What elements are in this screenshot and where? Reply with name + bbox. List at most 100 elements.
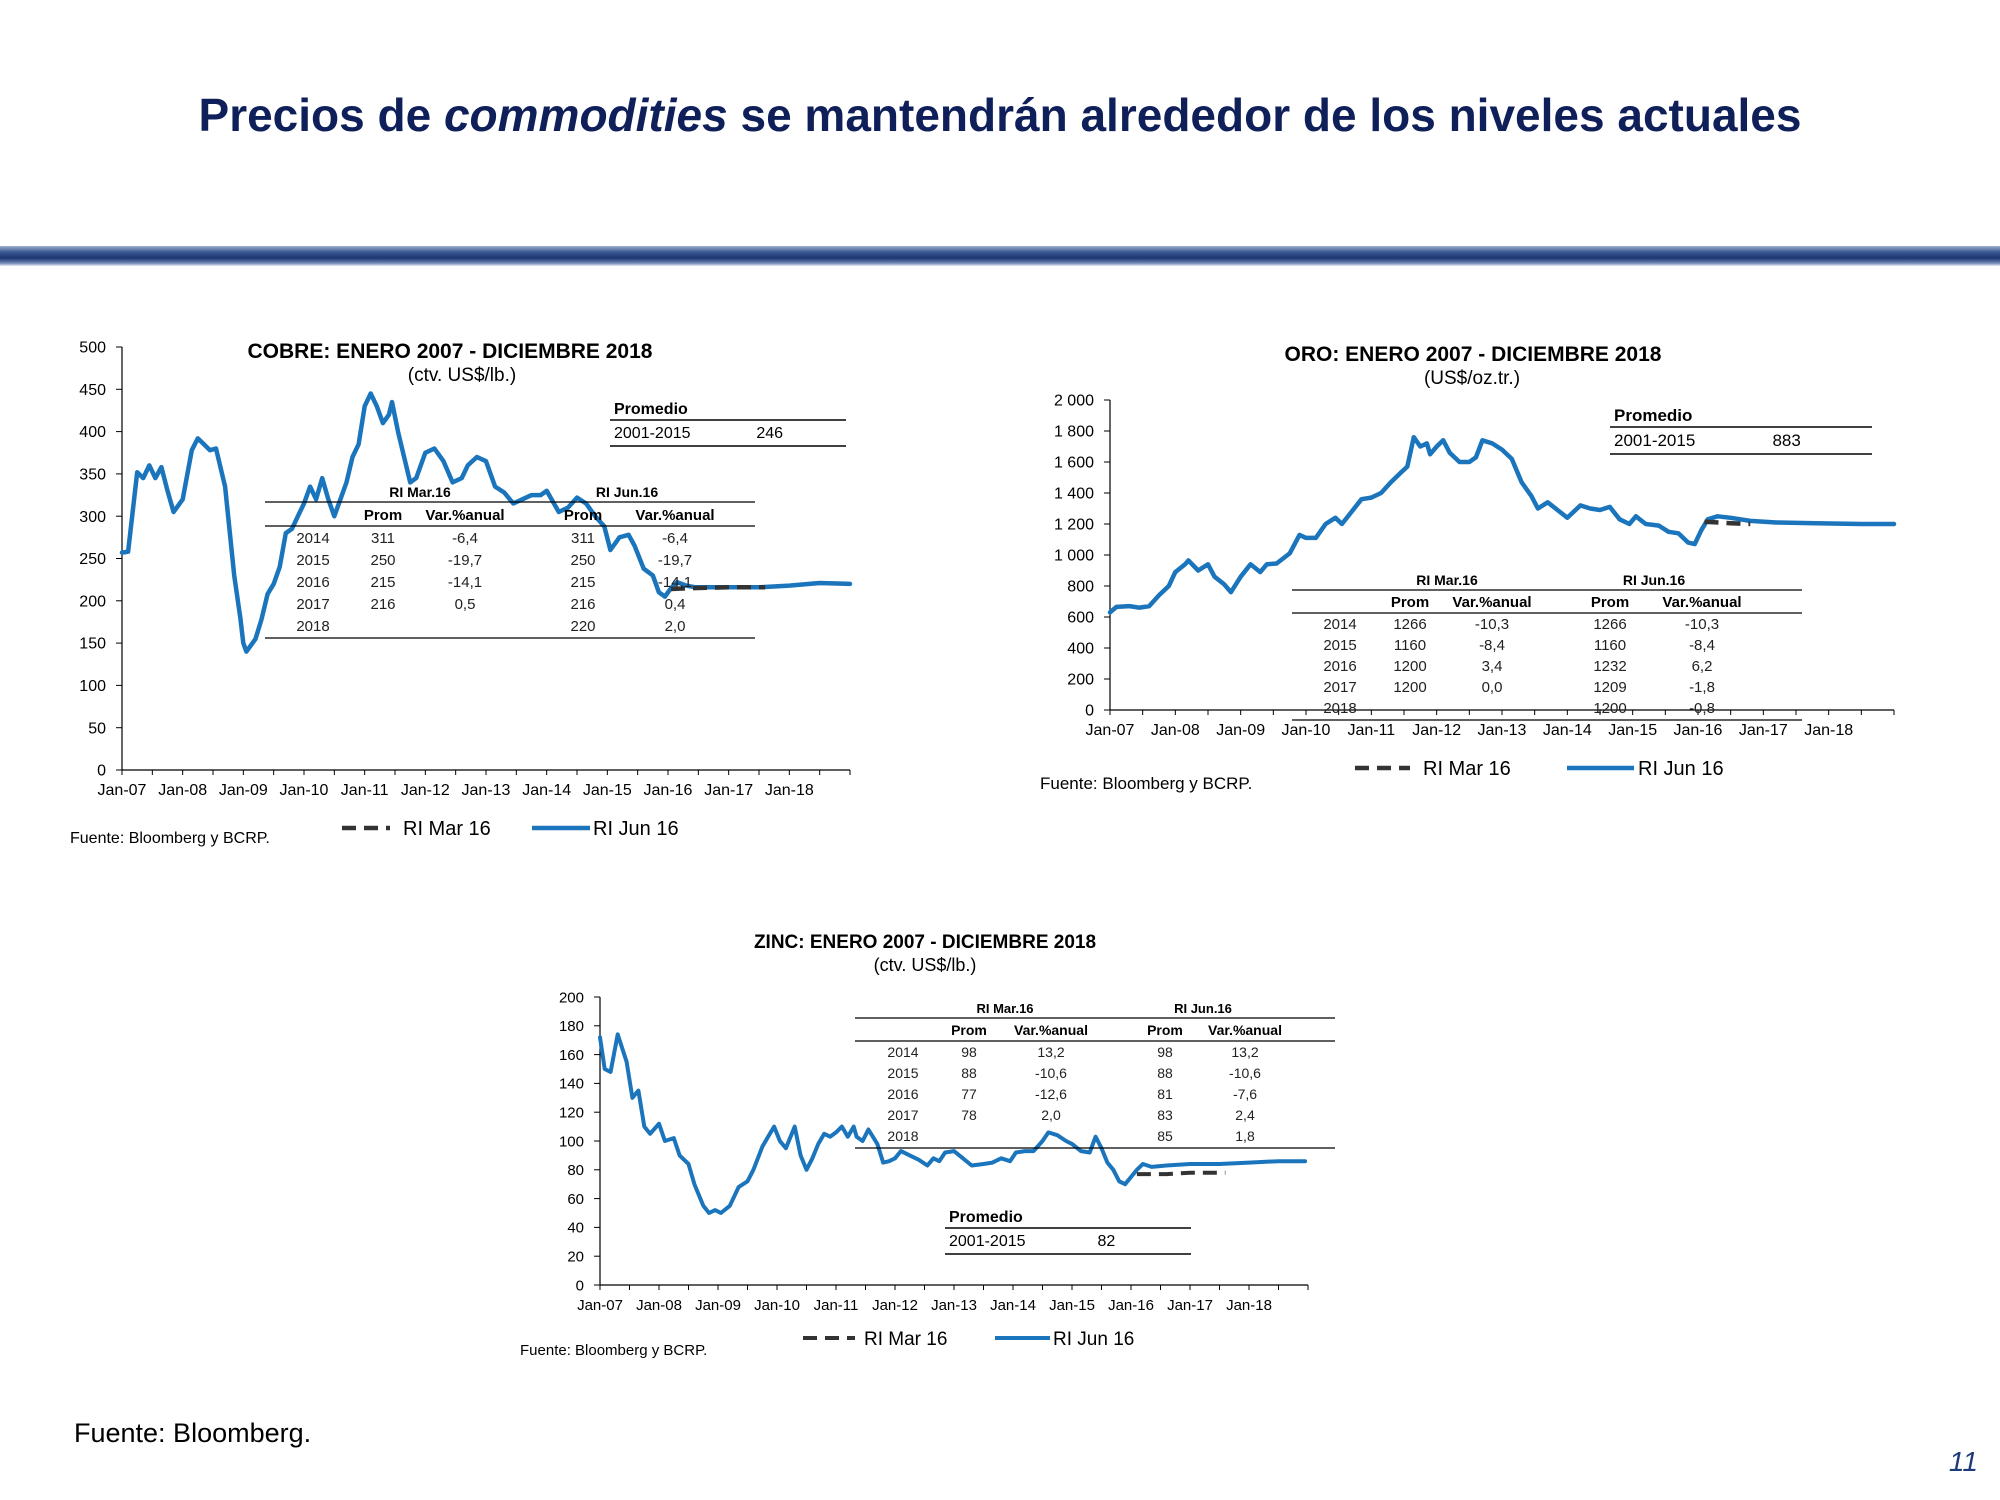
table-cell: 215 (370, 574, 395, 591)
y-tick-label: 400 (1067, 641, 1094, 658)
y-tick-label: 20 (567, 1248, 584, 1265)
x-tick-label: Jan-16 (644, 782, 693, 799)
table-column-header: Var.%anual (425, 507, 504, 524)
series-line-ri-jun-16 (119, 391, 853, 654)
y-tick-label: 0 (576, 1277, 584, 1294)
zinc-chart: ZINC: ENERO 2007 - DICIEMBRE 2018(ctv. U… (520, 932, 1335, 1359)
table-cell: 2018 (1323, 700, 1356, 717)
x-tick-label: Jan-09 (695, 1297, 741, 1314)
x-tick-label: Jan-16 (1108, 1297, 1154, 1314)
y-tick-label: 250 (79, 551, 106, 568)
y-tick-label: 2 000 (1054, 393, 1094, 410)
table-group-header: RI Jun.16 (596, 484, 658, 500)
y-tick-label: 400 (79, 424, 106, 441)
x-tick-label: Jan-12 (872, 1297, 918, 1314)
x-tick-label: Jan-10 (1282, 722, 1331, 739)
legend-label-ri-mar-16: RI Mar 16 (864, 1329, 947, 1350)
table-cell: 2017 (296, 596, 329, 613)
table-cell: 2014 (1323, 616, 1356, 633)
x-tick-label: Jan-10 (280, 782, 329, 799)
table-cell: 1266 (1393, 616, 1426, 633)
table-cell: 81 (1157, 1086, 1173, 1102)
y-tick-label: 350 (79, 467, 106, 484)
chart-source: Fuente: Bloomberg y BCRP. (70, 830, 270, 847)
legend-label-ri-mar-16: RI Mar 16 (403, 818, 491, 840)
x-tick-label: Jan-16 (1674, 722, 1723, 739)
table-cell: -10,6 (1035, 1065, 1067, 1081)
table-cell: 1200 (1393, 658, 1426, 675)
y-tick-label: 100 (79, 678, 106, 695)
x-tick-label: Jan-17 (704, 782, 753, 799)
x-tick-label: Jan-18 (765, 782, 814, 799)
promedio-value: 246 (756, 425, 783, 442)
series-line-ri-jun-16 (598, 1032, 1308, 1215)
series-line-ri-mar-16 (1136, 1170, 1226, 1177)
x-tick-label: Jan-14 (522, 782, 571, 799)
y-tick-label: 60 (567, 1191, 584, 1208)
y-tick-label: 500 (79, 340, 106, 357)
y-tick-label: 180 (559, 1018, 584, 1035)
x-tick-label: Jan-15 (583, 782, 632, 799)
table-cell: 6,2 (1692, 658, 1713, 675)
x-tick-label: Jan-17 (1739, 722, 1788, 739)
table-cell: -12,6 (1035, 1086, 1067, 1102)
table-cell: 88 (961, 1065, 977, 1081)
table-cell: 2,0 (1041, 1107, 1061, 1123)
table-column-header: Prom (1147, 1022, 1183, 1038)
gold-chart: ORO: ENERO 2007 - DICIEMBRE 2018(US$/oz.… (1040, 343, 1897, 793)
table-group-header: RI Mar.16 (1416, 572, 1478, 588)
page-number: 11 (1948, 1446, 1978, 1477)
table-cell: 2016 (1323, 658, 1356, 675)
table-column-header: Var.%anual (635, 507, 714, 524)
table-column-header: Var.%anual (1662, 594, 1741, 611)
table-cell: 13,2 (1231, 1044, 1258, 1060)
table-column-header: Prom (951, 1022, 987, 1038)
table-cell: -8,4 (1689, 637, 1715, 654)
x-tick-label: Jan-13 (931, 1297, 977, 1314)
table-group-header: RI Jun.16 (1623, 572, 1685, 588)
table-cell: 215 (570, 574, 595, 591)
table-column-header: Var.%anual (1208, 1022, 1282, 1038)
chart-source: Fuente: Bloomberg y BCRP. (1040, 774, 1252, 793)
table-cell: -1,8 (1689, 679, 1715, 696)
table-cell: 2014 (887, 1044, 918, 1060)
x-tick-label: Jan-10 (754, 1297, 800, 1314)
table-cell: 1160 (1394, 637, 1426, 654)
y-tick-label: 40 (567, 1220, 584, 1237)
y-tick-label: 120 (559, 1104, 584, 1121)
table-cell: 1266 (1593, 616, 1626, 633)
promedio-period: 2001-2015 (1614, 431, 1695, 450)
series-line-ri-mar-16 (1704, 519, 1751, 527)
x-tick-label: Jan-15 (1608, 722, 1657, 739)
series-line-ri-jun-16 (1107, 434, 1897, 615)
x-tick-label: Jan-08 (1151, 722, 1200, 739)
chart-subtitle: (ctv. US$/lb.) (408, 365, 516, 386)
table-cell: 0,5 (455, 596, 476, 613)
y-tick-label: 150 (79, 636, 106, 653)
table-column-header: Var.%anual (1452, 594, 1531, 611)
table-cell: 83 (1157, 1107, 1173, 1123)
table-cell: -6,4 (452, 530, 478, 547)
y-tick-label: 1 600 (1054, 455, 1094, 472)
chart-title: ZINC: ENERO 2007 - DICIEMBRE 2018 (754, 932, 1096, 953)
table-cell: 13,2 (1037, 1044, 1064, 1060)
table-column-header: Prom (1591, 594, 1629, 611)
table-cell: 311 (571, 530, 595, 547)
table-cell: -10,3 (1685, 616, 1719, 633)
table-cell: 1200 (1393, 679, 1426, 696)
table-cell: 2018 (296, 618, 329, 635)
table-cell: 1200 (1593, 700, 1626, 717)
table-cell: 2,0 (665, 618, 686, 635)
copper-chart: COBRE: ENERO 2007 - DICIEMBRE 2018(ctv. … (70, 340, 853, 847)
chart-title: COBRE: ENERO 2007 - DICIEMBRE 2018 (248, 340, 653, 363)
table-cell: 98 (961, 1044, 977, 1060)
x-tick-label: Jan-11 (1347, 722, 1395, 739)
page-title: Precios de commodities se mantendrán alr… (198, 89, 1802, 141)
table-cell: 1160 (1594, 637, 1626, 654)
y-tick-label: 0 (1085, 703, 1094, 720)
table-cell: 2017 (887, 1107, 918, 1123)
table-cell: 85 (1157, 1128, 1173, 1144)
table-cell: 2017 (1323, 679, 1356, 696)
table-cell: 2016 (296, 574, 329, 591)
table-cell: -6,4 (662, 530, 688, 547)
